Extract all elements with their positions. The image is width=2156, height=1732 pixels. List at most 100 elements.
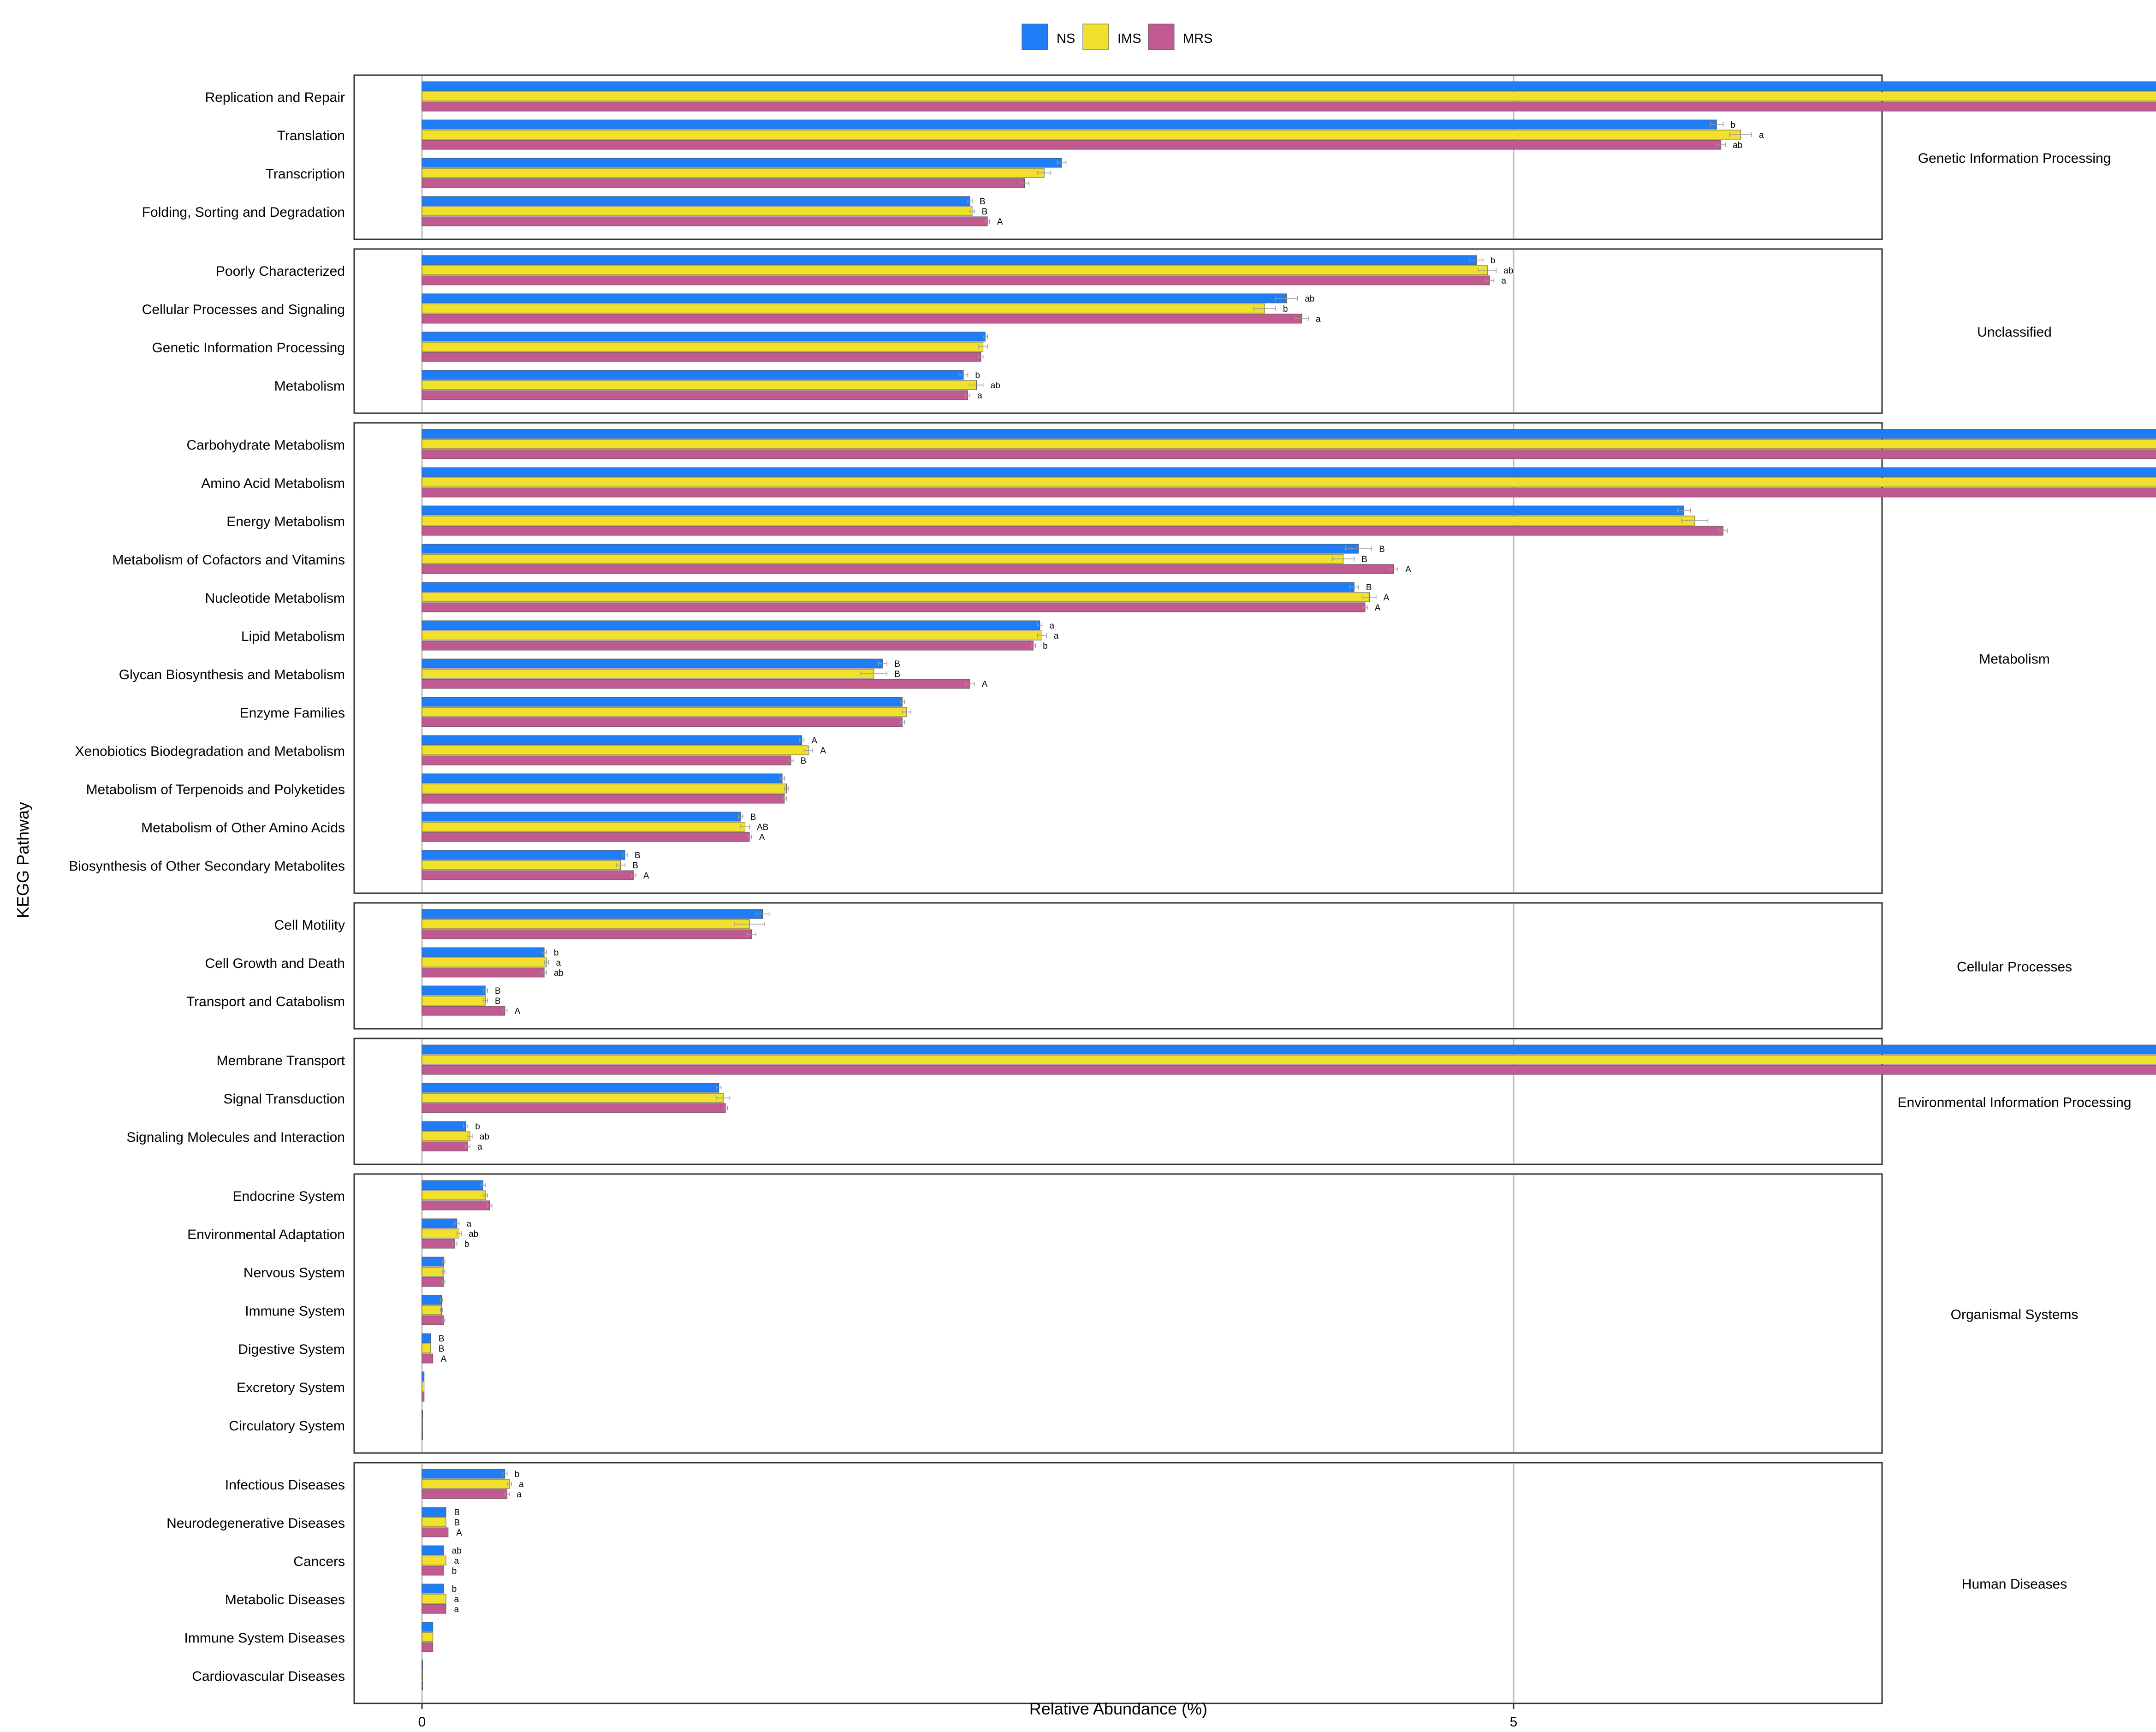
facet-label: Organismal Systems [1951, 1307, 2079, 1323]
significance-letter: B [495, 986, 501, 996]
bar-ns [422, 1218, 457, 1228]
bar-mrs [422, 1604, 446, 1614]
significance-letter: a [477, 1142, 482, 1152]
significance-letter: ab [554, 968, 564, 978]
category-label: Metabolism [274, 379, 345, 394]
bar-ns [422, 467, 2156, 477]
bar-mrs [422, 564, 1394, 574]
significance-letter: a [1316, 314, 1321, 324]
significance-letter: B [801, 756, 807, 766]
significance-letter: a [977, 391, 982, 401]
significance-letter: a [1501, 276, 1506, 286]
category-label: Metabolism of Terpenoids and Polyketides [86, 782, 345, 797]
category-label: Excretory System [237, 1380, 345, 1395]
bar-ims [422, 1479, 510, 1489]
bar-ims [422, 1594, 446, 1604]
significance-letter: AB [757, 823, 768, 832]
panel-5: Organismal Systems Endocrine System Enviro… [187, 1173, 2079, 1454]
category-label: Membrane Transport [217, 1053, 345, 1068]
category-label: Immune System Diseases [184, 1631, 345, 1646]
category-label: Lipid Metabolism [241, 629, 345, 644]
bar-mrs [422, 1277, 444, 1287]
category-label: Endocrine System [233, 1189, 345, 1204]
category-label: Cardiovascular Diseases [192, 1669, 345, 1684]
bar-ims [422, 265, 1488, 275]
bar-ims [422, 822, 746, 832]
category-label: Carbohydrate Metabolism [187, 438, 345, 453]
bar-ns [422, 1660, 423, 1670]
category-label: Cellular Processes and Signaling [142, 302, 345, 317]
bar-mrs [422, 1141, 468, 1151]
significance-letter: b [1043, 641, 1048, 651]
category-label: Enzyme Families [240, 706, 345, 721]
significance-letter: B [894, 670, 900, 679]
bar-ns [422, 370, 964, 380]
bar-ns [422, 697, 903, 707]
bar-ims [422, 1131, 470, 1141]
legend-swatch-ims [1082, 24, 1109, 50]
bar-ns [422, 850, 625, 860]
bar-ims [422, 516, 1695, 526]
bar-ns [422, 158, 1062, 168]
bar-mrs [422, 1006, 505, 1016]
bar-mrs [422, 602, 1366, 612]
category-label: Poorly Characterized [216, 264, 345, 279]
significance-letter: b [1730, 120, 1735, 130]
significance-letter: ab [480, 1132, 489, 1142]
bar-ims [422, 1190, 486, 1200]
category-label: Neurodegenerative Diseases [166, 1516, 345, 1531]
significance-letter: a [1759, 130, 1764, 140]
bar-mrs [422, 140, 1722, 150]
x-axis: 0510 [418, 1703, 1517, 1730]
bar-ns [422, 1410, 423, 1420]
category-label: Cancers [293, 1554, 345, 1569]
category-label: Circulatory System [229, 1418, 345, 1434]
category-label: Translation [277, 128, 345, 143]
bar-mrs [422, 390, 968, 400]
significance-letter: b [515, 1470, 520, 1479]
bar-ns [422, 429, 2156, 439]
significance-letter: B [454, 1508, 460, 1518]
significance-letter: b [1491, 256, 1496, 266]
bar-mrs [422, 1315, 444, 1325]
category-label: Genetic Information Processing [152, 340, 345, 356]
significance-letter: B [632, 861, 638, 871]
significance-letter: a [556, 958, 561, 968]
bar-ims [422, 342, 984, 352]
bar-ims [422, 168, 1045, 178]
significance-letter: ab [469, 1229, 478, 1239]
bar-ims [422, 1632, 434, 1642]
bar-ims [422, 1305, 442, 1315]
category-label: Signaling Molecules and Interaction [126, 1130, 345, 1145]
bar-ns [422, 1083, 719, 1093]
bar-ns [422, 947, 545, 957]
bar-ims [422, 1420, 423, 1430]
bar-mrs [422, 314, 1302, 324]
bar-ims [422, 919, 750, 929]
significance-letter: A [997, 217, 1003, 227]
bar-ims [422, 1055, 2156, 1065]
category-label: Infectious Diseases [225, 1477, 345, 1493]
significance-letter: ab [452, 1546, 462, 1556]
bar-ims [422, 783, 787, 794]
bar-mrs [422, 679, 970, 689]
bar-ims [422, 1267, 444, 1277]
bar-ims [422, 745, 809, 755]
significance-letter: b [452, 1566, 457, 1576]
legend-swatch-mrs [1148, 24, 1175, 50]
bar-ims [422, 630, 1042, 641]
category-label: Metabolic Diseases [225, 1592, 345, 1607]
significance-letter: b [975, 371, 980, 380]
bar-ims [422, 554, 1344, 564]
significance-letter: A [1405, 565, 1411, 575]
legend-label-ns: NS [1057, 31, 1075, 46]
significance-letter: a [454, 1595, 459, 1604]
bar-ims [422, 1517, 446, 1527]
category-label: Metabolism of Other Amino Acids [141, 820, 345, 836]
bar-mrs [422, 832, 750, 842]
legend-label-ims: IMS [1117, 31, 1141, 46]
significance-letter: A [643, 871, 649, 881]
bar-mrs [422, 216, 988, 226]
bar-ns [422, 1469, 505, 1479]
